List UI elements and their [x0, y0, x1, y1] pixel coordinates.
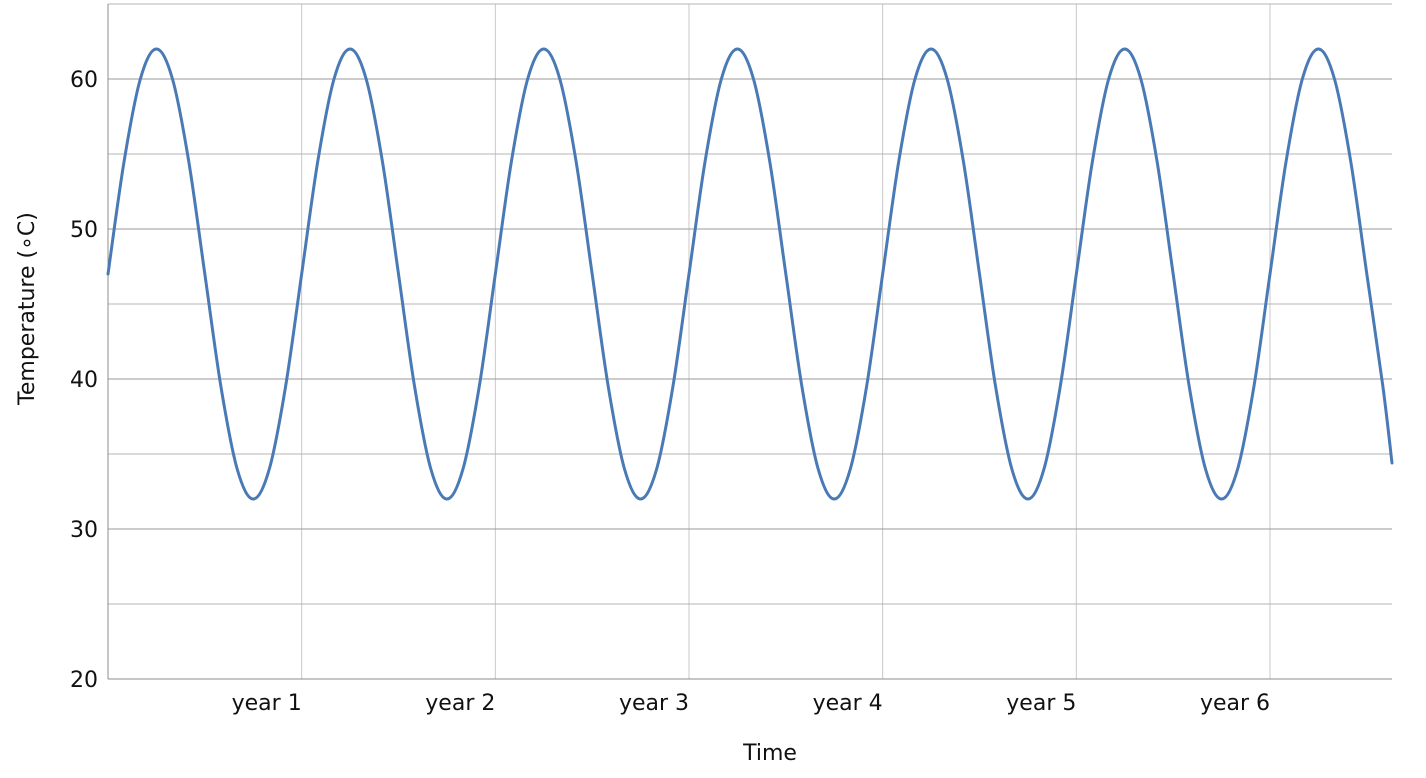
x-axis-title: Time: [742, 741, 797, 766]
x-tick-label: year 4: [813, 691, 883, 716]
y-tick-label: 40: [70, 368, 98, 393]
x-tick-labels: year 1 year 2 year 3 year 4 year 5 year 6: [232, 691, 1270, 716]
x-tick-label: year 2: [425, 691, 495, 716]
x-tick-label: year 5: [1006, 691, 1076, 716]
x-tick-label: year 1: [232, 691, 302, 716]
x-tick-label: year 3: [619, 691, 689, 716]
y-axis-title: Temperature (∘C): [15, 212, 40, 406]
y-tick-labels: 20 30 40 50 60: [70, 68, 98, 693]
temperature-series-line: [106, 47, 1394, 501]
y-tick-label: 50: [70, 218, 98, 243]
series-layer: [106, 47, 1394, 501]
grid: [108, 3, 1392, 680]
y-tick-label: 20: [70, 668, 98, 693]
y-tick-label: 30: [70, 518, 98, 543]
y-tick-label: 60: [70, 68, 98, 93]
axes: [107, 4, 1392, 680]
x-tick-label: year 6: [1200, 691, 1270, 716]
